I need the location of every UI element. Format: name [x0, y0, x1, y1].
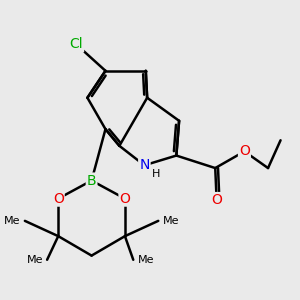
Text: H: H	[152, 169, 160, 178]
Text: Me: Me	[4, 216, 21, 226]
Text: B: B	[87, 174, 96, 188]
Text: O: O	[211, 193, 222, 207]
Text: Me: Me	[137, 255, 154, 265]
Text: Me: Me	[26, 255, 43, 265]
Text: Cl: Cl	[70, 38, 83, 51]
Text: O: O	[53, 192, 64, 206]
Text: Me: Me	[162, 216, 179, 226]
Text: O: O	[239, 144, 250, 158]
Text: O: O	[119, 192, 130, 206]
Text: N: N	[139, 158, 150, 172]
